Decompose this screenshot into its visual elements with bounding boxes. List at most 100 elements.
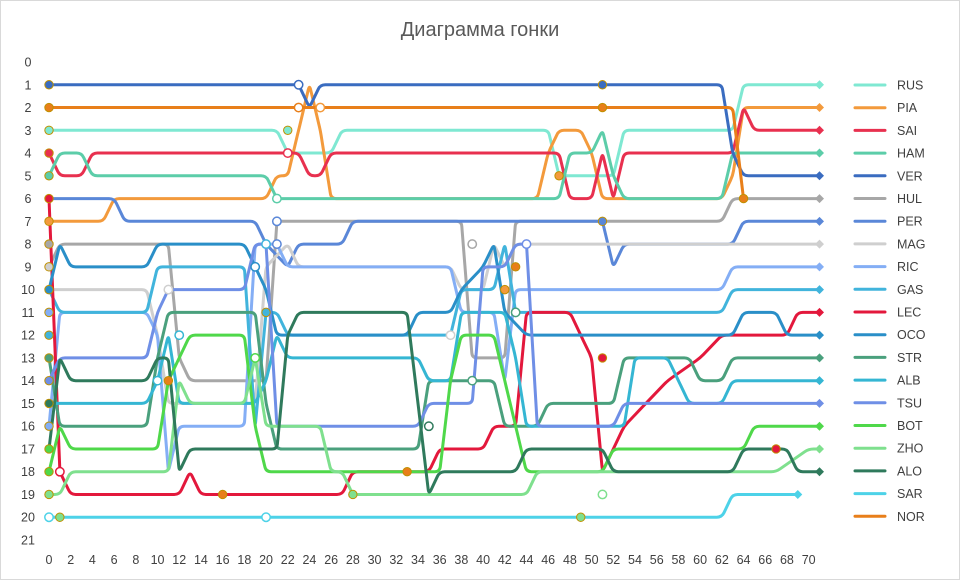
series-end-marker — [815, 444, 824, 454]
pit-marker — [597, 353, 608, 363]
pit-marker — [500, 284, 510, 295]
pit-marker — [271, 239, 282, 250]
pit-marker — [597, 489, 608, 500]
pit-marker — [521, 239, 532, 250]
legend-label: SAI — [897, 124, 917, 138]
series-end-marker — [815, 216, 824, 226]
series-end-marker — [815, 376, 824, 386]
series-end-marker — [815, 171, 824, 181]
pit-marker — [510, 262, 521, 272]
y-tick-label: 7 — [25, 215, 32, 229]
pit-marker — [44, 125, 54, 135]
pit-marker — [44, 284, 54, 295]
pit-marker — [163, 375, 174, 386]
legend-label: NOR — [897, 510, 925, 524]
series-end-marker — [815, 239, 824, 249]
pit-marker — [44, 171, 54, 181]
x-tick-label: 0 — [46, 553, 53, 567]
pit-marker — [44, 239, 54, 249]
x-tick-label: 42 — [498, 553, 512, 567]
pit-marker — [348, 489, 358, 500]
x-axis: 0 2 4 6 8 10 12 14 16 18 20 22 24 26 28 30 32 34 36 38 40 42 4… — [46, 553, 816, 567]
series-end-marker — [815, 285, 824, 295]
pit-marker — [467, 375, 478, 386]
series-line-ric — [47, 242, 821, 471]
series-end-marker — [815, 467, 824, 477]
y-tick-label: 16 — [21, 420, 35, 434]
x-tick-label: 20 — [259, 553, 273, 567]
x-tick-label: 40 — [476, 553, 490, 567]
pit-marker — [44, 262, 54, 272]
legend-label: RUS — [897, 79, 923, 93]
pit-marker — [597, 80, 608, 90]
chart-title: Диаграмма гонки — [401, 19, 560, 41]
pit-marker — [293, 102, 304, 113]
pit-marker — [467, 239, 478, 250]
legend-label: MAG — [897, 237, 925, 251]
series-end-marker — [815, 103, 824, 113]
y-tick-label: 4 — [25, 147, 32, 161]
x-tick-label: 14 — [194, 553, 208, 567]
y-tick-label: 0 — [25, 56, 32, 70]
y-tick-label: 10 — [21, 283, 35, 297]
legend-label: ALO — [897, 464, 922, 478]
legend-label: RIC — [897, 260, 919, 274]
x-tick-label: 16 — [216, 553, 230, 567]
pit-marker — [283, 125, 293, 135]
series-end-marker — [815, 353, 824, 363]
pit-marker — [445, 330, 456, 341]
legend-label: STR — [897, 351, 922, 365]
x-tick-label: 48 — [563, 553, 577, 567]
pit-marker — [44, 216, 54, 227]
y-tick-label: 12 — [21, 329, 35, 343]
x-tick-label: 4 — [89, 553, 96, 567]
y-tick-label: 5 — [25, 169, 32, 183]
y-tick-label: 1 — [25, 78, 32, 92]
pit-marker — [402, 467, 412, 477]
y-tick-label: 6 — [25, 192, 32, 206]
legend-label: LEC — [897, 306, 921, 320]
pit-marker — [44, 330, 54, 340]
x-tick-label: 64 — [737, 553, 751, 567]
pit-marker — [44, 148, 54, 158]
pit-marker — [174, 330, 185, 341]
pit-marker — [217, 489, 228, 500]
pit-marker — [152, 375, 163, 386]
series-end-marker — [815, 194, 824, 204]
pit-marker — [44, 467, 54, 477]
legend-label: HUL — [897, 192, 922, 206]
series-end-marker — [815, 307, 824, 317]
pit-marker — [261, 512, 271, 523]
pit-marker — [293, 79, 304, 90]
pit-marker — [597, 216, 608, 227]
pit-marker — [44, 80, 54, 90]
series-line-ham — [47, 131, 821, 201]
x-tick-label: 38 — [454, 553, 468, 567]
pit-marker — [163, 284, 174, 295]
pit-marker — [510, 307, 521, 318]
pit-marker — [771, 444, 781, 454]
series-end-marker — [815, 421, 824, 431]
x-tick-label: 26 — [324, 553, 338, 567]
pit-marker — [423, 421, 434, 432]
legend-label: ZHO — [897, 442, 924, 456]
series-end-marker — [815, 148, 824, 158]
x-tick-label: 22 — [281, 553, 295, 567]
legend-label: ALB — [897, 374, 921, 388]
y-tick-label: 2 — [25, 101, 32, 115]
legend-label: PIA — [897, 101, 918, 115]
pit-marker — [271, 216, 282, 227]
series-line-oco — [47, 242, 821, 337]
pit-marker — [54, 466, 65, 477]
pit-marker — [44, 398, 54, 409]
legend: RUS PIA SAI HAM VER HUL PER MAG RIC GAS LEC OCO STR A… — [853, 79, 926, 524]
y-tick-label: 19 — [21, 488, 35, 502]
y-tick-label: 11 — [22, 306, 35, 320]
pit-marker — [738, 193, 749, 204]
pit-marker — [597, 102, 608, 113]
x-tick-label: 32 — [389, 553, 403, 567]
pit-marker — [44, 307, 54, 318]
series-line-lec — [47, 197, 821, 496]
series-line-tsu — [47, 242, 821, 428]
